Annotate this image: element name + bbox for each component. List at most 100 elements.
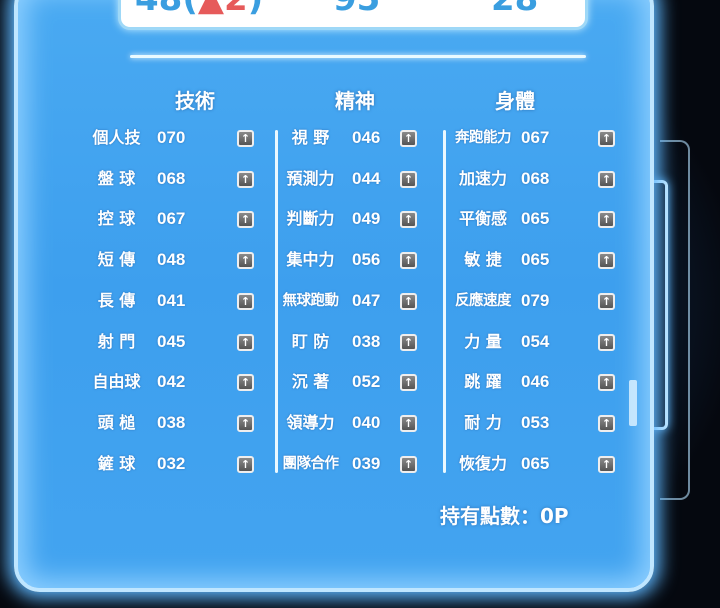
upgrade-button[interactable]: ↑: [598, 333, 615, 351]
upgrade-button[interactable]: ↑: [237, 130, 254, 147]
arrow-up-icon: ↑: [601, 213, 612, 227]
arrow-up-icon: ↑: [240, 457, 251, 471]
arrow-up-icon: ↑: [240, 172, 251, 186]
summary-card: 48(▲2) 95 28: [118, 0, 588, 30]
stat-label: 視 野: [291, 128, 330, 147]
arrow-up-icon: ↑: [240, 294, 251, 308]
arrow-up-icon: ↑: [403, 416, 414, 430]
arrow-up-icon: ↑: [240, 376, 251, 390]
upgrade-button[interactable]: ↑: [400, 170, 417, 188]
stat-label: 奔跑能力: [455, 130, 512, 146]
stat-value: 039: [352, 453, 381, 473]
upgrade-button[interactable]: ↑: [400, 374, 417, 392]
stat-label: 跳 躍: [464, 372, 502, 392]
column-divider: [275, 130, 278, 473]
stat-value: 046: [352, 128, 381, 147]
stat-label: 射 門: [97, 331, 136, 351]
stat-label: 沉 著: [291, 372, 330, 392]
upgrade-button[interactable]: ↑: [400, 455, 417, 473]
upgrade-button[interactable]: ↑: [400, 130, 417, 147]
scrollbar[interactable]: [629, 380, 637, 426]
stat-value: 038: [352, 331, 381, 351]
divider-line: [130, 55, 586, 58]
stat-value: 048: [157, 250, 186, 270]
arrow-up-icon: ↑: [240, 132, 251, 145]
upgrade-button[interactable]: ↑: [237, 292, 254, 310]
arrow-up-icon: ↑: [240, 335, 251, 349]
stat-label: 集中力: [286, 250, 335, 270]
stat-value: 042: [157, 372, 186, 392]
arrow-up-icon: ↑: [403, 213, 414, 227]
stat-label: 短 傳: [97, 250, 136, 270]
upgrade-button[interactable]: ↑: [598, 252, 615, 270]
stat-value: 045: [157, 331, 186, 351]
upgrade-button[interactable]: ↑: [400, 414, 417, 432]
stat-label: 團隊合作: [282, 455, 340, 472]
stat-label: 耐 力: [464, 412, 502, 432]
arrow-up-icon: ↑: [601, 132, 612, 145]
stat-label: 頭 槌: [97, 412, 136, 432]
upgrade-button[interactable]: ↑: [400, 252, 417, 270]
stat-label: 盤 球: [97, 168, 136, 188]
stat-label: 長 傳: [97, 290, 136, 310]
stat-value: 065: [521, 209, 550, 229]
arrow-up-icon: ↑: [403, 132, 414, 145]
upgrade-button[interactable]: ↑: [400, 333, 417, 351]
upgrade-button[interactable]: ↑: [237, 333, 254, 351]
frame-decoration: [660, 140, 690, 500]
arrow-up-icon: ↑: [601, 254, 612, 268]
stat-value: 049: [352, 209, 381, 229]
stat-label: 無球跑動: [282, 292, 340, 309]
upgrade-button[interactable]: ↑: [237, 170, 254, 188]
stat-value: 067: [521, 128, 550, 147]
stats-panel: [14, 0, 654, 592]
upgrade-button[interactable]: ↑: [237, 414, 254, 432]
stat-value: 065: [521, 453, 550, 473]
upgrade-button[interactable]: ↑: [598, 374, 615, 392]
arrow-up-icon: ↑: [403, 376, 414, 390]
upgrade-button[interactable]: ↑: [598, 211, 615, 229]
stat-value: 070: [157, 128, 186, 147]
stat-value: 054: [521, 331, 550, 351]
stat-value: 041: [157, 290, 186, 310]
upgrade-button[interactable]: ↑: [598, 455, 615, 473]
arrow-up-icon: ↑: [403, 172, 414, 186]
arrow-up-icon: ↑: [601, 376, 612, 390]
stat-value: 068: [521, 168, 550, 188]
upgrade-button[interactable]: ↑: [237, 455, 254, 473]
arrow-up-icon: ↑: [601, 294, 612, 308]
category-header: 身體: [495, 89, 535, 113]
stat-label: 預測力: [286, 168, 335, 188]
upgrade-button[interactable]: ↑: [237, 211, 254, 229]
stat-value: 079: [521, 290, 550, 310]
upgrade-button[interactable]: ↑: [598, 292, 615, 310]
stat-label: 自由球: [92, 372, 141, 392]
upgrade-button[interactable]: ↑: [237, 374, 254, 392]
stat-value: 046: [521, 372, 550, 392]
arrow-up-icon: ↑: [403, 294, 414, 308]
category-header: 技術: [175, 89, 215, 113]
arrow-up-icon: ↑: [601, 457, 612, 471]
arrow-up-icon: ↑: [403, 254, 414, 268]
upgrade-button[interactable]: ↑: [400, 211, 417, 229]
category-header: 精神: [335, 89, 375, 113]
arrow-up-icon: ↑: [601, 335, 612, 349]
summary-value-1: 48(▲2): [135, 0, 263, 19]
upgrade-button[interactable]: ↑: [598, 130, 615, 147]
upgrade-button[interactable]: ↑: [400, 292, 417, 310]
stat-label: 判斷力: [286, 209, 335, 229]
stat-label: 控 球: [97, 209, 136, 229]
stat-label: 反應速度: [455, 292, 512, 309]
upgrade-button[interactable]: ↑: [598, 170, 615, 188]
column-divider: [443, 130, 446, 473]
stat-label: 盯 防: [291, 331, 330, 351]
stat-value: 047: [352, 290, 381, 310]
stat-value: 068: [157, 168, 186, 188]
stat-value: 065: [521, 250, 550, 270]
upgrade-button[interactable]: ↑: [598, 414, 615, 432]
arrow-up-icon: ↑: [240, 416, 251, 430]
stat-value: 040: [352, 412, 381, 432]
upgrade-button[interactable]: ↑: [237, 252, 254, 270]
stat-label: 加速力: [458, 168, 507, 188]
arrow-up-icon: ↑: [240, 254, 251, 268]
